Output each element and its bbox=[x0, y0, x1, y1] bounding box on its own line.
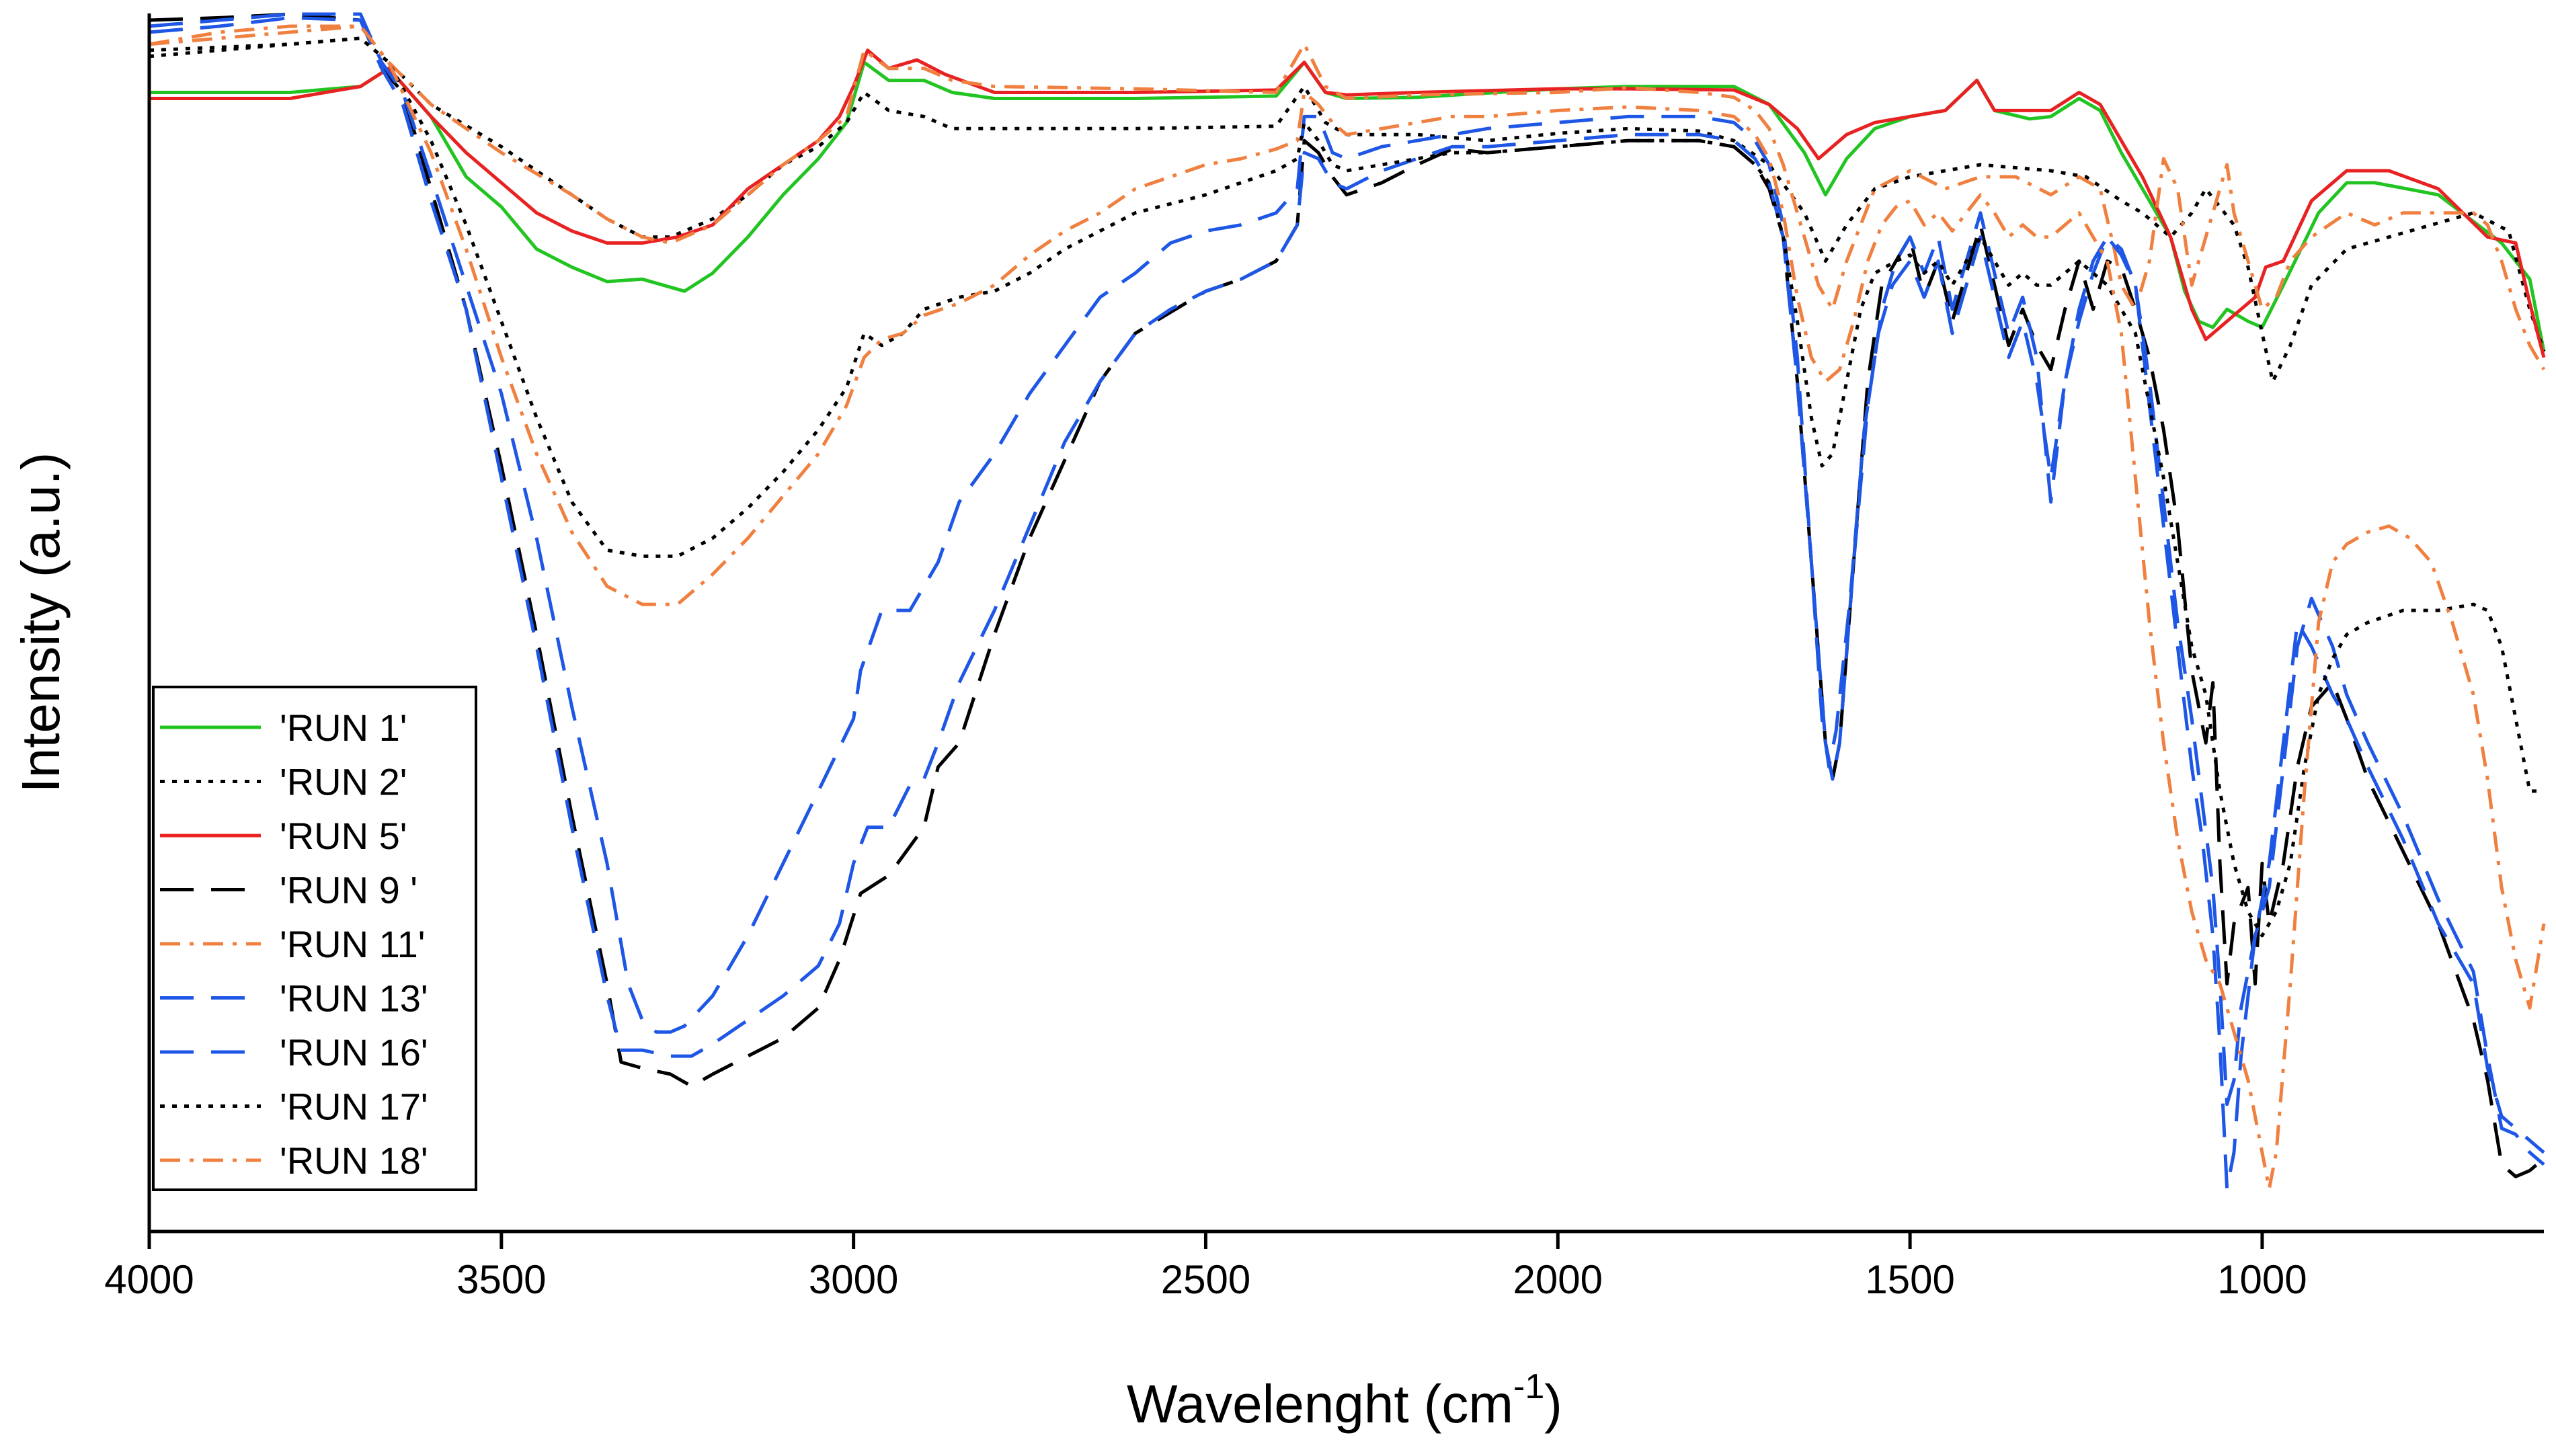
x-tick-label: 3000 bbox=[809, 1257, 898, 1302]
x-tick-label: 1000 bbox=[2217, 1257, 2307, 1302]
legend: 'RUN 1' 'RUN 2' 'RUN 5' 'RUN 9 ' 'RUN 11' 'RU… bbox=[152, 686, 477, 1191]
x-tick-label: 2000 bbox=[1513, 1257, 1603, 1302]
legend-box bbox=[152, 686, 477, 1191]
x-tick-label: 2500 bbox=[1161, 1257, 1250, 1302]
series-line-9 bbox=[149, 24, 2546, 1190]
axes-layer bbox=[147, 13, 2544, 1233]
legend-label-4: 'RUN 9 ' bbox=[280, 869, 417, 912]
legend-label-7: 'RUN 16' bbox=[280, 1031, 428, 1074]
series-line-2 bbox=[149, 36, 2546, 384]
series-layer bbox=[149, 12, 2546, 1190]
series-line-4 bbox=[149, 12, 2545, 1178]
x-axis-label: Wavelenght (cm-1) bbox=[1127, 1367, 1562, 1434]
x-axis-label-superscript: -1 bbox=[1513, 1367, 1544, 1406]
legend-label-9: 'RUN 18' bbox=[280, 1139, 428, 1182]
series-line-1 bbox=[149, 60, 2546, 352]
legend-label-2: 'RUN 2' bbox=[280, 761, 407, 803]
x-tick-label: 3500 bbox=[456, 1257, 546, 1302]
legend-label-6: 'RUN 13' bbox=[280, 977, 428, 1020]
legend-label-5: 'RUN 11' bbox=[280, 923, 425, 965]
series-line-8 bbox=[149, 36, 2544, 938]
legend-label-8: 'RUN 17' bbox=[280, 1086, 428, 1128]
series-line-6 bbox=[149, 12, 2545, 1166]
legend-label-1: 'RUN 1' bbox=[280, 706, 407, 749]
y-axis-label: Intensity (a.u.) bbox=[11, 452, 71, 793]
x-axis-label-close: ) bbox=[1544, 1374, 1562, 1434]
series-line-5 bbox=[149, 24, 2546, 370]
series-line-3 bbox=[149, 48, 2546, 358]
x-axis-label-main: Wavelenght (cm bbox=[1127, 1374, 1513, 1434]
legend-label-3: 'RUN 5' bbox=[280, 815, 407, 857]
x-tick-label: 4000 bbox=[104, 1257, 194, 1302]
x-ticks: 4000 3500 3000 2500 2000 1500 1000 bbox=[104, 1231, 2307, 1302]
x-tick-label: 1500 bbox=[1865, 1257, 1954, 1302]
